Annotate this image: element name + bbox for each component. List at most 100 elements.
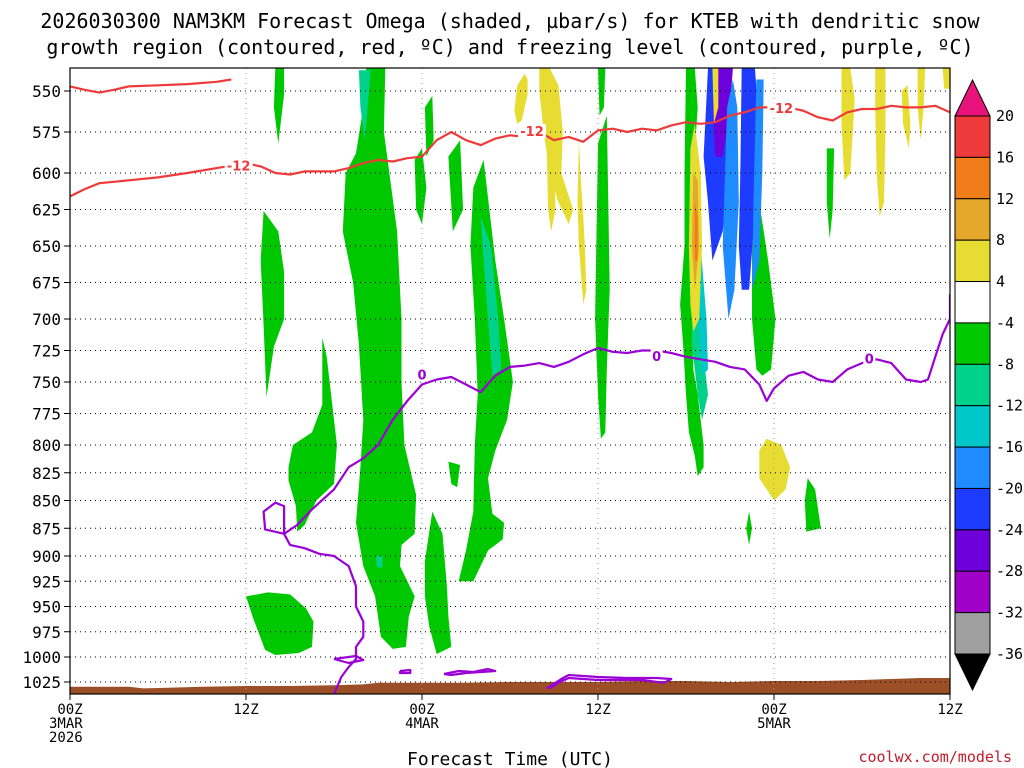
omega-region [826, 148, 835, 239]
omega-region [841, 68, 855, 181]
contour-line [398, 668, 412, 675]
omega-region [424, 511, 452, 654]
omega-region [342, 68, 417, 649]
colorbar-bin [954, 446, 991, 489]
x-tick-label: 3MAR [49, 716, 83, 732]
y-tick-label: 550 [32, 82, 61, 101]
colorbar-bin [954, 239, 991, 283]
colorbar-label: -12 [996, 397, 1023, 415]
colorbar-top-arrow [954, 78, 991, 117]
colorbar-label: -36 [996, 645, 1023, 663]
omega-region [514, 73, 528, 124]
contour-label-bg [767, 101, 796, 116]
omega-region [376, 556, 383, 569]
contour-label-bg [650, 348, 663, 363]
y-tick-label: 1000 [22, 648, 61, 667]
y-tick-label: 700 [32, 310, 61, 329]
colorbar-bin [954, 156, 991, 200]
omega-region [722, 79, 739, 319]
chart-title-line2: growth region (contoured, red, ºC) and f… [46, 35, 973, 59]
omega-region [414, 148, 427, 225]
terrain-fill [70, 678, 950, 694]
omega-region [448, 461, 461, 488]
colorbar-label: -8 [996, 355, 1014, 373]
omega-region [288, 337, 337, 532]
contour-line [283, 294, 950, 694]
contour-line [70, 104, 950, 198]
y-tick-label: 600 [32, 164, 61, 183]
x-tick-label: 00Z [57, 702, 82, 718]
colorbar-bin [954, 198, 991, 241]
x-tick-label: 2026 [49, 730, 83, 746]
omega-region [804, 478, 821, 532]
colorbar-label: 20 [996, 107, 1014, 125]
y-tick-label: 575 [32, 123, 61, 142]
contour-label: 0 [417, 369, 426, 384]
colorbar-bottom-arrow [954, 653, 991, 692]
omega-region [480, 216, 502, 376]
colorbar-label: 4 [996, 273, 1005, 291]
contour-label: -12 [770, 102, 794, 117]
colorbar-bin [954, 487, 991, 531]
y-tick-label: 775 [32, 405, 61, 424]
contour-label-bg [416, 367, 428, 382]
omega-region [942, 68, 950, 89]
omega-region [458, 159, 513, 582]
omega-region [260, 211, 285, 398]
omega-region [595, 115, 610, 439]
omega-region [577, 140, 587, 305]
contour-label-bg [518, 124, 546, 138]
colorbar-label: -24 [996, 521, 1023, 539]
contour-label: 0 [865, 352, 874, 367]
contour-label-bg [224, 158, 253, 173]
omega-region [598, 68, 606, 116]
contour-label: -12 [227, 159, 251, 174]
colorbar-label: -4 [996, 314, 1014, 332]
omega-region [546, 148, 556, 232]
y-tick-label: 1025 [22, 673, 61, 692]
y-tick-label: 625 [32, 201, 61, 220]
contour-label-bg [863, 351, 876, 366]
omega-region [246, 592, 314, 655]
omega-region [273, 68, 285, 144]
colorbar-label: 8 [996, 231, 1005, 249]
y-tick-label: 900 [32, 547, 61, 566]
colorbar-bin [954, 405, 991, 448]
plot-frame [69, 67, 951, 695]
colorbar-bin [954, 529, 991, 572]
colorbar-label: -28 [996, 562, 1023, 580]
x-tick-label: 4MAR [405, 716, 439, 732]
omega-region [712, 68, 719, 124]
x-tick-label: 12Z [585, 702, 610, 718]
contour-label: 0 [652, 350, 661, 365]
contour-labels: -12 -12 -12 0 0 0 [224, 101, 876, 384]
contour-line [546, 673, 673, 690]
omega-region [917, 68, 926, 141]
contour-line [333, 654, 365, 665]
y-tick-label: 875 [32, 519, 61, 538]
y-axis-ticks: 550 575 600 625 650 675 700 725 750 775 800 825 850 8… [22, 82, 70, 692]
credit-link[interactable]: coolwx.com/models [858, 748, 1012, 766]
omega-region [901, 85, 911, 149]
omega-region [746, 511, 752, 545]
contour-lines [70, 78, 950, 694]
colorbar-bin [954, 570, 991, 614]
omega-region [759, 438, 791, 501]
y-tick-label: 675 [32, 274, 61, 293]
colorbar: 20 16 12 8 4 -4 -8 -12 -16 -20 -24 -28 -32 -36 [954, 78, 1023, 692]
y-tick-label: 800 [32, 436, 61, 455]
y-tick-label: 650 [32, 237, 61, 256]
colorbar-bin [954, 322, 991, 365]
contour-line [262, 501, 286, 535]
x-tick-label: 12Z [233, 702, 258, 718]
grid-lines [70, 68, 950, 694]
omega-region [424, 95, 434, 157]
x-tick-label: 00Z [409, 702, 434, 718]
chart-title-line1: 2026030300 NAM3KM Forecast Omega (shaded… [40, 9, 980, 33]
omega-shading [246, 68, 950, 655]
colorbar-label: -32 [996, 604, 1023, 622]
colorbar-bin [954, 612, 991, 655]
omega-region [875, 68, 886, 217]
